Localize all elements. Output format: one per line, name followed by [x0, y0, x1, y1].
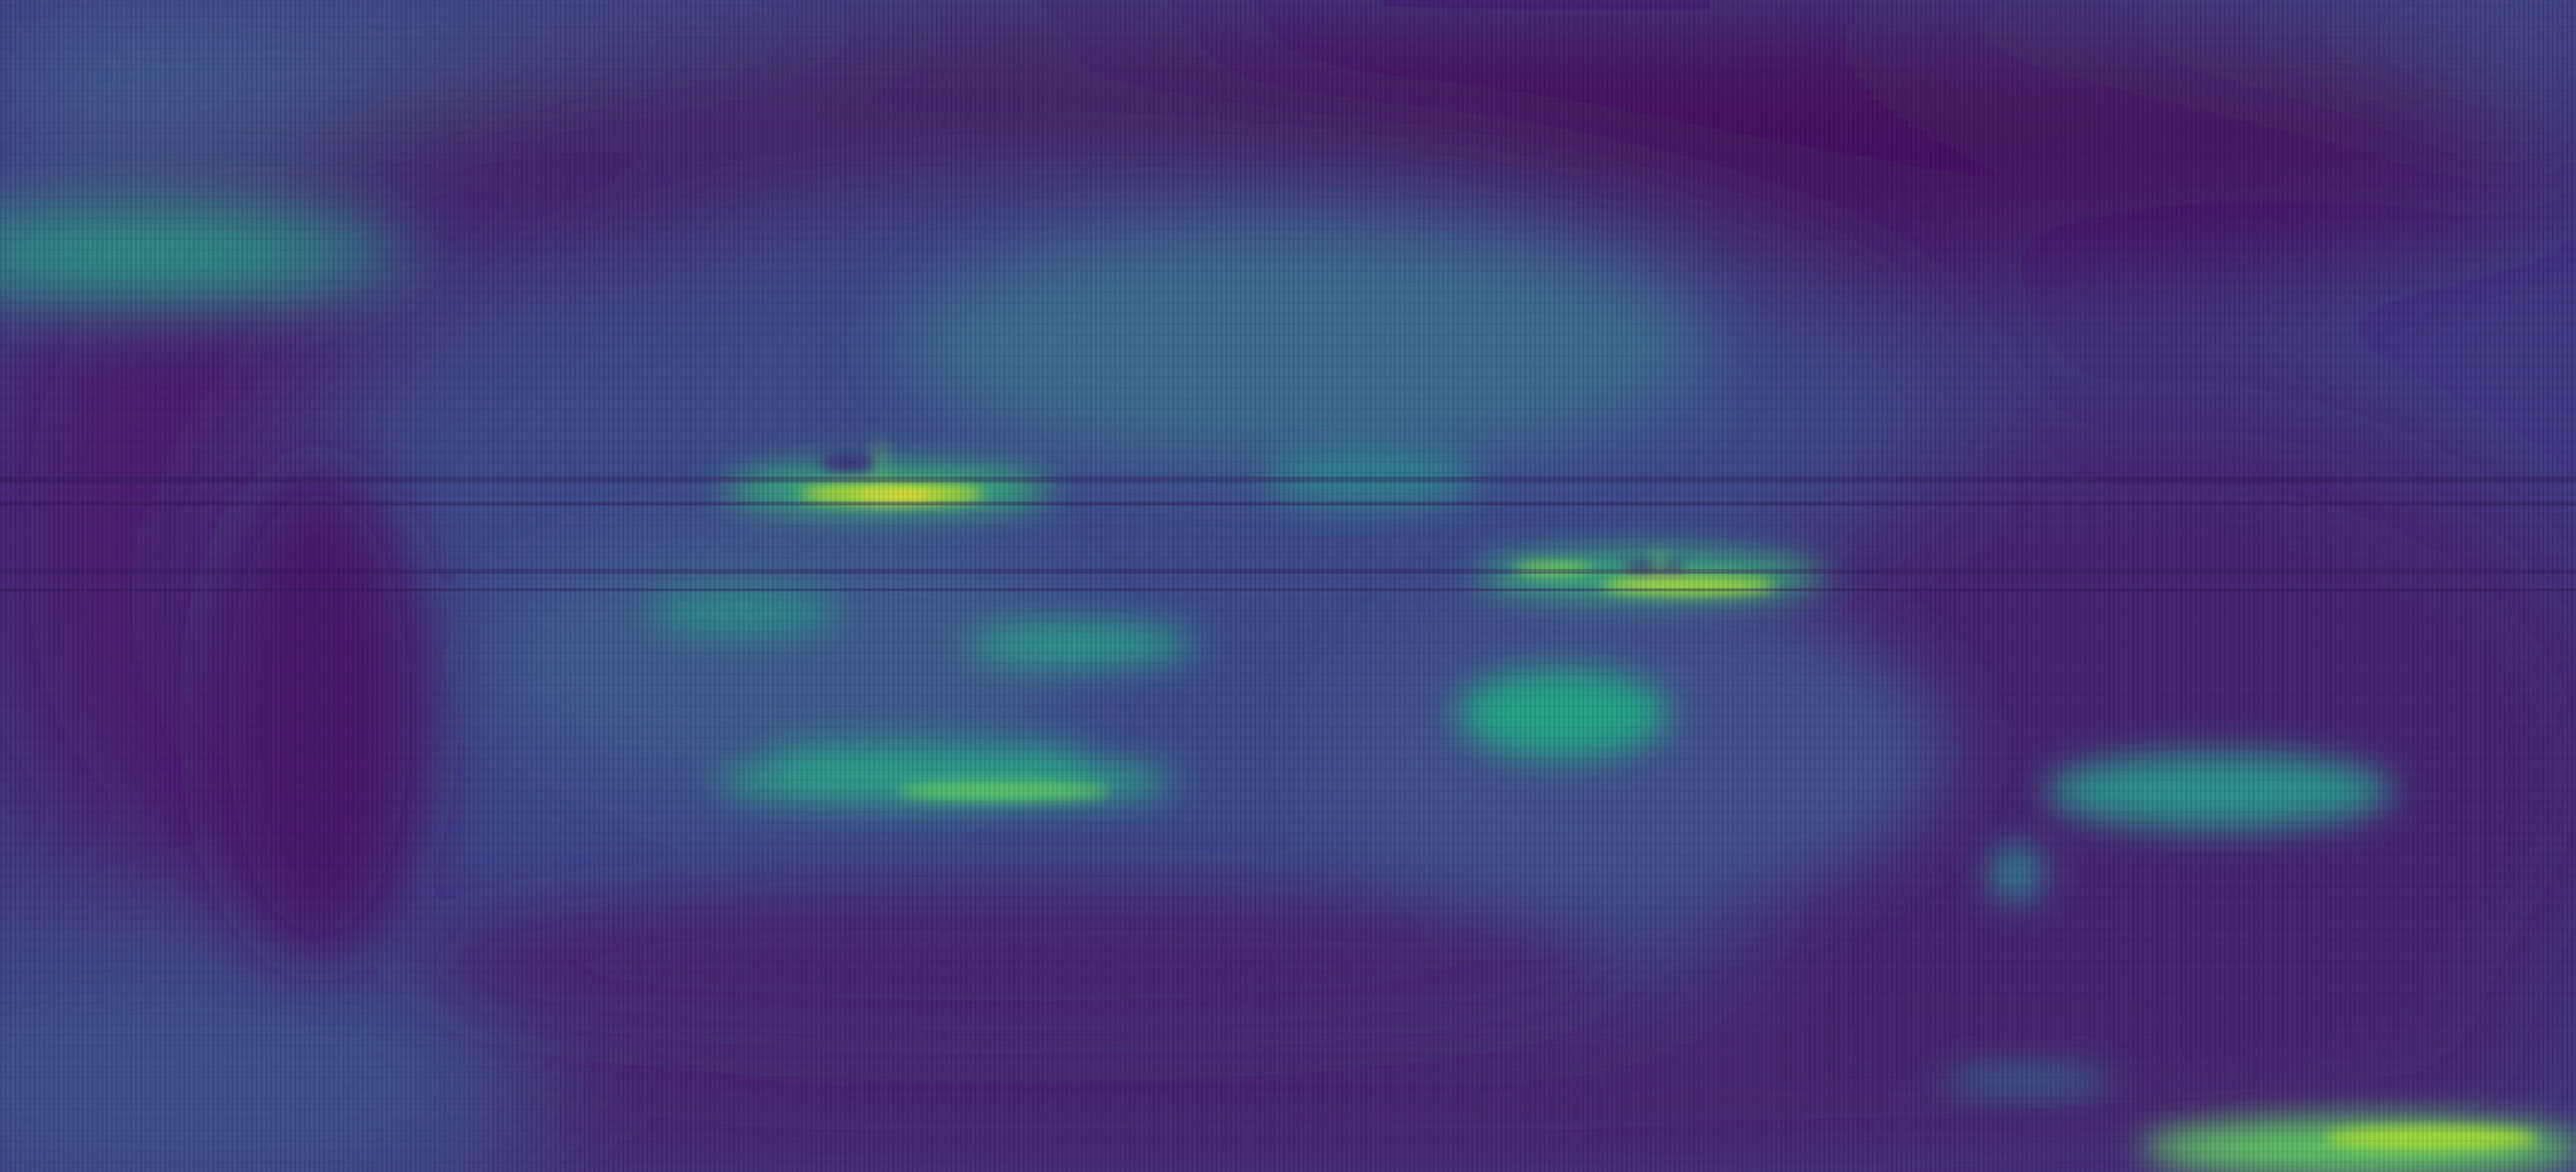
right-ear-spot [1989, 844, 2043, 902]
right-ear-glow [2045, 752, 2393, 830]
left-lower-cheek-glow [646, 589, 839, 636]
artifact-band-2 [0, 502, 2576, 505]
face-left-contour [203, 463, 434, 965]
brow-glow [1264, 449, 1476, 506]
right-cheek-glow [1331, 598, 1949, 907]
right-eye-vline [1658, 548, 1660, 579]
left-eye-highlight [859, 490, 936, 502]
left-eye-vline [880, 439, 883, 511]
artifact-band-3 [0, 569, 2576, 574]
left-cheek-glow [502, 531, 1081, 781]
nose-glow [965, 623, 1196, 666]
lower-left-region [0, 945, 531, 1172]
right-eye-core [1602, 577, 1775, 594]
bottom-right-core [2325, 1127, 2537, 1150]
bottom-right-mid [1939, 1069, 2113, 1092]
mouth-upper-glow [762, 739, 1090, 766]
forehead-glow [897, 232, 1708, 463]
upper-left-teal-core [0, 224, 309, 278]
mouth-core [897, 782, 1110, 800]
artifact-band-1 [0, 477, 2576, 482]
left-pupil [820, 453, 878, 473]
hair-region-upper [772, 10, 2508, 183]
right-pupil [1622, 561, 1687, 577]
right-cheek-teal [1457, 669, 1669, 758]
chin-dark-band [415, 887, 1611, 1042]
right-eye-highlight [1515, 563, 1592, 575]
artifact-band-4 [0, 588, 2576, 591]
